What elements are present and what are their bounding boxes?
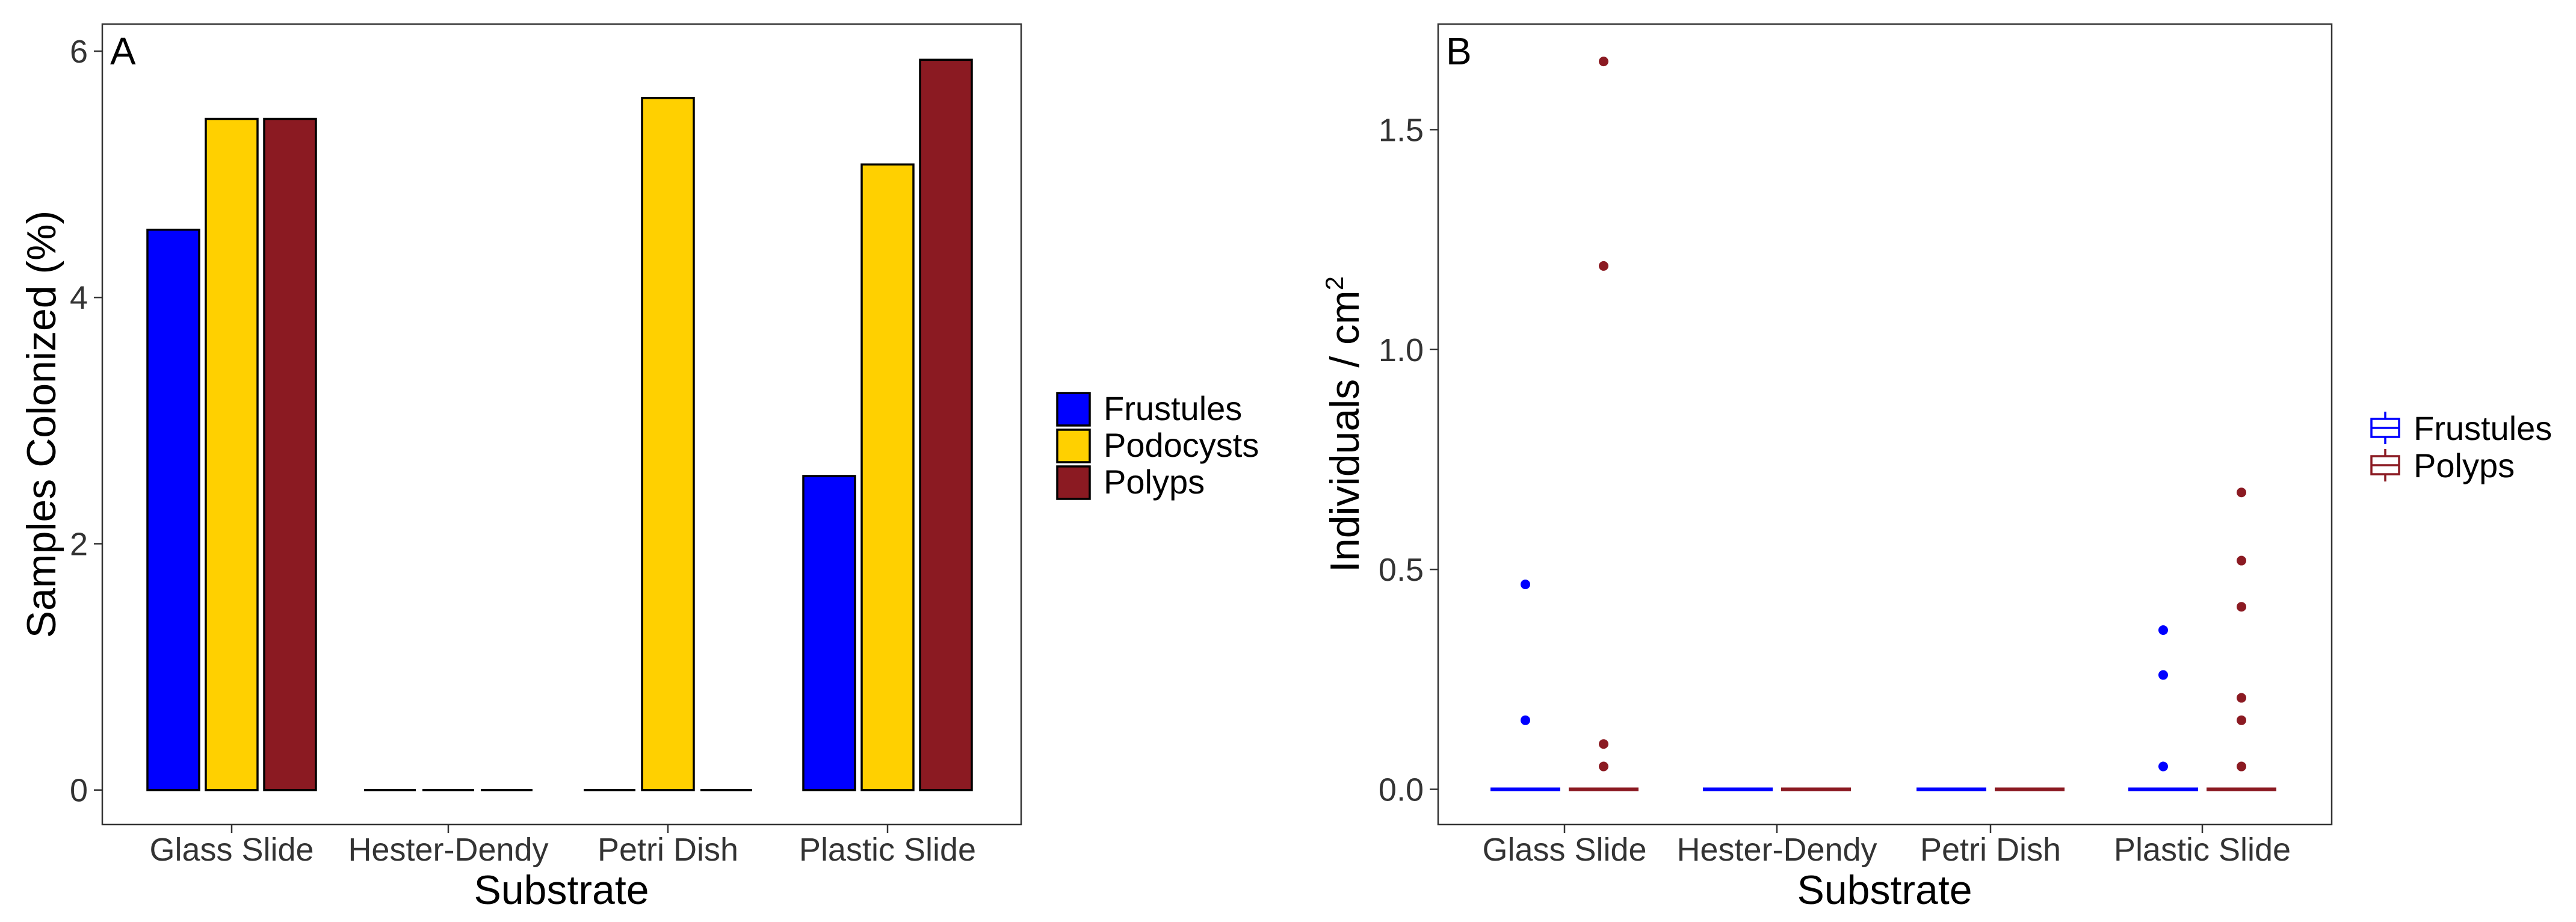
legend-label-frustules: Frustules	[2414, 409, 2552, 447]
outlier-point-frustules-glass-slide-0	[1521, 580, 1530, 589]
y-tick-label-b-0.5: 0.5	[1379, 552, 1424, 588]
x-tick-label-a-hester-dendy: Hester-Dendy	[348, 832, 548, 868]
outlier-point-frustules-plastic-slide-2	[2158, 761, 2168, 772]
outlier-point-polyps-plastic-slide-4	[2237, 715, 2246, 725]
panel-b-boxes	[1490, 57, 2276, 791]
x-tick-label-b-glass-slide: Glass Slide	[1482, 832, 1646, 868]
outlier-point-polyps-plastic-slide-0	[2237, 487, 2246, 498]
outlier-point-polyps-plastic-slide-5	[2237, 761, 2246, 772]
x-tick-label-a-plastic-slide: Plastic Slide	[799, 832, 976, 868]
outlier-point-frustules-glass-slide-1	[1521, 715, 1530, 725]
panel-a-x-axis: Glass Slide Hester-Dendy Petri Dish Plastic…	[149, 825, 976, 868]
outlier-point-frustules-plastic-slide-0	[2158, 625, 2168, 635]
legend-label-polyps: Polyps	[1104, 463, 1205, 501]
panel-a-y-axis: 0 2 4 6	[70, 34, 102, 809]
bar-polyps-glass-slide	[263, 117, 317, 791]
y-tick-label-a-0: 0	[70, 773, 88, 809]
y-tick-label-b-1.0: 1.0	[1379, 332, 1424, 368]
outlier-point-polyps-glass-slide-0	[1599, 57, 1608, 67]
x-tick-label-a-petri-dish: Petri Dish	[598, 832, 738, 868]
x-tick-label-b-hester-dendy: Hester-Dendy	[1676, 832, 1877, 868]
panel-a-y-axis-title: Samples Colonized (%)	[19, 211, 64, 639]
panel-b-label: B	[1446, 29, 1472, 73]
legend-label-polyps: Polyps	[2414, 447, 2515, 484]
panel-b-plot-frame	[1437, 23, 2333, 826]
y-tick-label-b-0.0: 0.0	[1379, 772, 1424, 808]
bar-podocysts-petri-dish	[641, 97, 695, 791]
panel-a-label: A	[110, 29, 136, 73]
outlier-point-polyps-plastic-slide-3	[2237, 693, 2246, 703]
panel-b-y-axis-title-text: Individuals / cm	[1322, 290, 1368, 572]
x-tick-label-b-plastic-slide: Plastic Slide	[2114, 832, 2291, 868]
panel-a: A 0 2 4 6 Glass Slide Hester-Dendy Petri Dish…	[19, 23, 1259, 913]
y-tick-label-b-1.5: 1.5	[1379, 112, 1424, 148]
bar-frustules-glass-slide	[146, 228, 200, 791]
bar-frustules-plastic-slide	[802, 475, 856, 791]
panel-a-x-axis-title: Substrate	[474, 867, 649, 913]
y-tick-label-a-4: 4	[70, 280, 88, 316]
panel-a-plot-frame	[101, 23, 1022, 826]
bar-podocysts-plastic-slide	[860, 163, 915, 791]
outlier-point-polyps-plastic-slide-1	[2237, 555, 2246, 566]
legend-label-frustules: Frustules	[1104, 389, 1242, 427]
legend-key-podocysts	[1056, 429, 1091, 463]
x-tick-label-b-petri-dish: Petri Dish	[1920, 832, 2061, 868]
bar-podocysts-glass-slide	[205, 117, 259, 791]
outlier-point-polyps-glass-slide-3	[1599, 761, 1608, 772]
panel-b: B 0.0 0.5 1.0 1.5 Glass Slide Hester-Dendy Pe…	[1320, 23, 2552, 913]
outlier-point-polyps-glass-slide-2	[1599, 739, 1608, 749]
panel-b-y-axis-title-superscript: 2	[1320, 276, 1348, 290]
outlier-point-polyps-glass-slide-1	[1599, 261, 1608, 271]
outlier-point-polyps-plastic-slide-2	[2237, 602, 2246, 612]
y-tick-label-a-2: 2	[70, 526, 88, 562]
x-tick-label-a-glass-slide: Glass Slide	[149, 832, 314, 868]
panel-b-x-axis: Glass Slide Hester-Dendy Petri Dish Plastic…	[1482, 825, 2291, 868]
panel-a-bars	[146, 58, 973, 791]
y-tick-label-a-6: 6	[70, 34, 88, 70]
bar-polyps-plastic-slide	[919, 58, 973, 791]
outlier-point-frustules-plastic-slide-1	[2158, 670, 2168, 680]
legend-label-podocysts: Podocysts	[1104, 426, 1259, 464]
legend-key-frustules	[1056, 392, 1091, 427]
panel-b-x-axis-title: Substrate	[1797, 867, 1972, 913]
panel-b-y-axis: 0.0 0.5 1.0 1.5	[1379, 112, 1438, 808]
legend-key-polyps	[1056, 465, 1091, 500]
panel-b-y-axis-title: Individuals / cm2	[1320, 276, 1368, 572]
